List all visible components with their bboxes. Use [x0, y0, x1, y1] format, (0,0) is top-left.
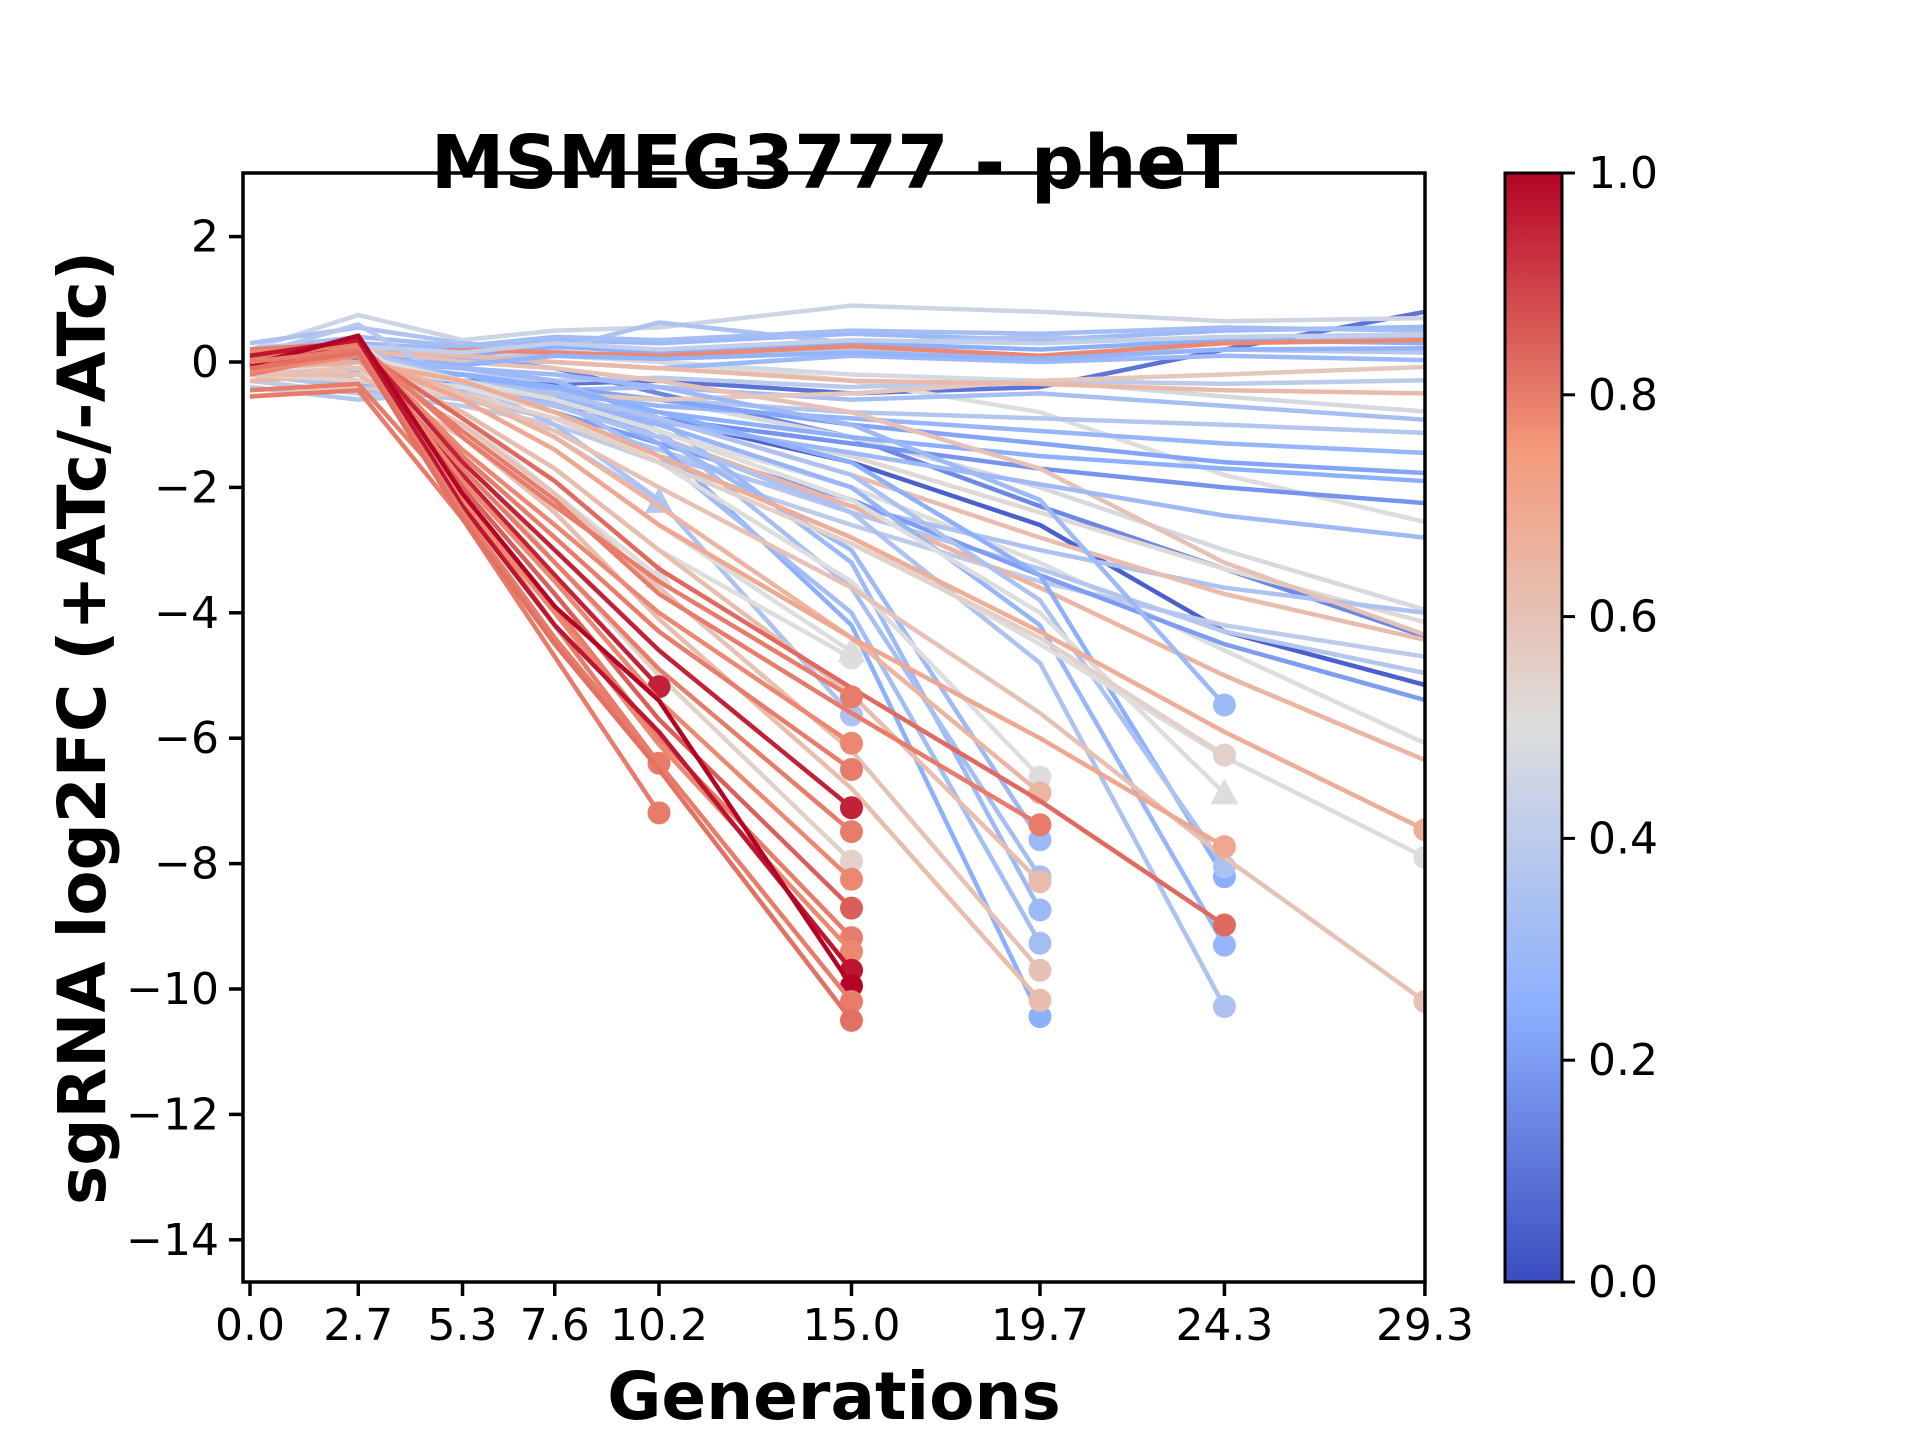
series-endpoint-circle-marker — [1028, 988, 1052, 1012]
colorbar-border — [1503, 171, 1564, 1284]
y-axis-label: sgRNA log2FC (+ATc/-ATc) — [44, 250, 121, 1206]
colorbar-tick-label: 0.6 — [1588, 592, 1658, 643]
series-endpoint-circle-marker — [1413, 845, 1425, 869]
colorbar-gradient — [1505, 173, 1562, 1282]
series-endpoint-circle-marker — [840, 896, 863, 920]
series-endpoint-circle-marker — [1212, 995, 1236, 1019]
colorbar-tick-label: 0.4 — [1588, 813, 1658, 864]
y-tick-label: −12 — [126, 1089, 219, 1140]
series-endpoint-circle-marker — [1028, 898, 1052, 922]
x-tick-label: 2.7 — [323, 1300, 393, 1351]
series-endpoint-circle-marker — [1212, 693, 1236, 717]
y-tick-label: 2 — [191, 212, 219, 263]
plot-spines — [241, 171, 1427, 1284]
x-tick-label: 0.0 — [215, 1300, 285, 1351]
x-tick-label: 19.7 — [991, 1300, 1089, 1351]
x-tick-label: 7.6 — [520, 1300, 590, 1351]
series-endpoint-circle-marker — [840, 685, 863, 709]
series-endpoint-circle-marker — [1028, 1005, 1052, 1029]
series-line — [249, 350, 1425, 396]
x-axis-label: Generations — [607, 1358, 1061, 1435]
x-tick-label: 24.3 — [1175, 1300, 1273, 1351]
series-endpoint-circle-marker — [840, 731, 863, 755]
y-tick-label: −8 — [154, 839, 219, 890]
series-line — [249, 325, 1425, 352]
series-group — [249, 303, 1425, 1032]
colorbar-tick-label: 0.8 — [1588, 370, 1658, 421]
series-endpoint-circle-marker — [840, 796, 863, 820]
y-tick-label: −4 — [154, 588, 219, 639]
series-endpoint-circle-marker — [840, 990, 863, 1014]
series-line — [249, 350, 854, 1022]
y-tick-label: −6 — [154, 713, 219, 764]
series-line — [250, 372, 1042, 1002]
series-endpoint-circle-marker — [840, 867, 863, 891]
series-endpoint-circle-marker — [1028, 931, 1052, 955]
series-line — [249, 333, 854, 988]
y-tick-label: −14 — [126, 1215, 219, 1266]
series-endpoint-circle-marker — [647, 801, 671, 825]
series-endpoint-triangle-marker — [1210, 778, 1239, 805]
series-endpoint-circle-marker — [1212, 913, 1236, 937]
colorbar-tick-label: 0.0 — [1588, 1257, 1658, 1308]
series-endpoint-circle-marker — [840, 1008, 863, 1032]
x-tick-label: 29.3 — [1376, 1300, 1474, 1351]
colorbar-tick-label: 1.0 — [1588, 148, 1658, 199]
x-tick-label: 15.0 — [803, 1300, 901, 1351]
series-endpoint-circle-marker — [1212, 835, 1236, 859]
y-tick-label: 0 — [191, 337, 219, 388]
series-endpoint-circle-marker — [840, 820, 863, 844]
series-endpoint-circle-marker — [1413, 990, 1425, 1014]
y-tick-label: −2 — [154, 462, 219, 513]
series-line — [249, 303, 1425, 352]
series-endpoint-circle-marker — [1212, 743, 1236, 767]
series-endpoint-circle-marker — [1028, 958, 1052, 982]
x-tick-label: 10.2 — [610, 1300, 708, 1351]
y-tick-label: −10 — [126, 964, 219, 1015]
x-tick-label: 5.3 — [428, 1300, 498, 1351]
chart-title: MSMEG3777 - pheT — [430, 120, 1238, 206]
series-endpoint-circle-marker — [840, 939, 863, 963]
series-endpoint-circle-marker — [1028, 870, 1052, 894]
series-line — [249, 353, 854, 953]
series-line — [249, 347, 854, 1003]
series-endpoint-circle-marker — [1413, 818, 1425, 842]
series-endpoint-circle-marker — [840, 646, 863, 670]
series-line — [249, 332, 1425, 358]
series-endpoint-circle-marker — [1212, 933, 1236, 957]
series-endpoint-circle-marker — [840, 849, 863, 873]
colorbar-tick-label: 0.2 — [1588, 1035, 1658, 1086]
series-endpoint-circle-marker — [1028, 813, 1052, 837]
series-endpoint-circle-marker — [840, 758, 863, 782]
